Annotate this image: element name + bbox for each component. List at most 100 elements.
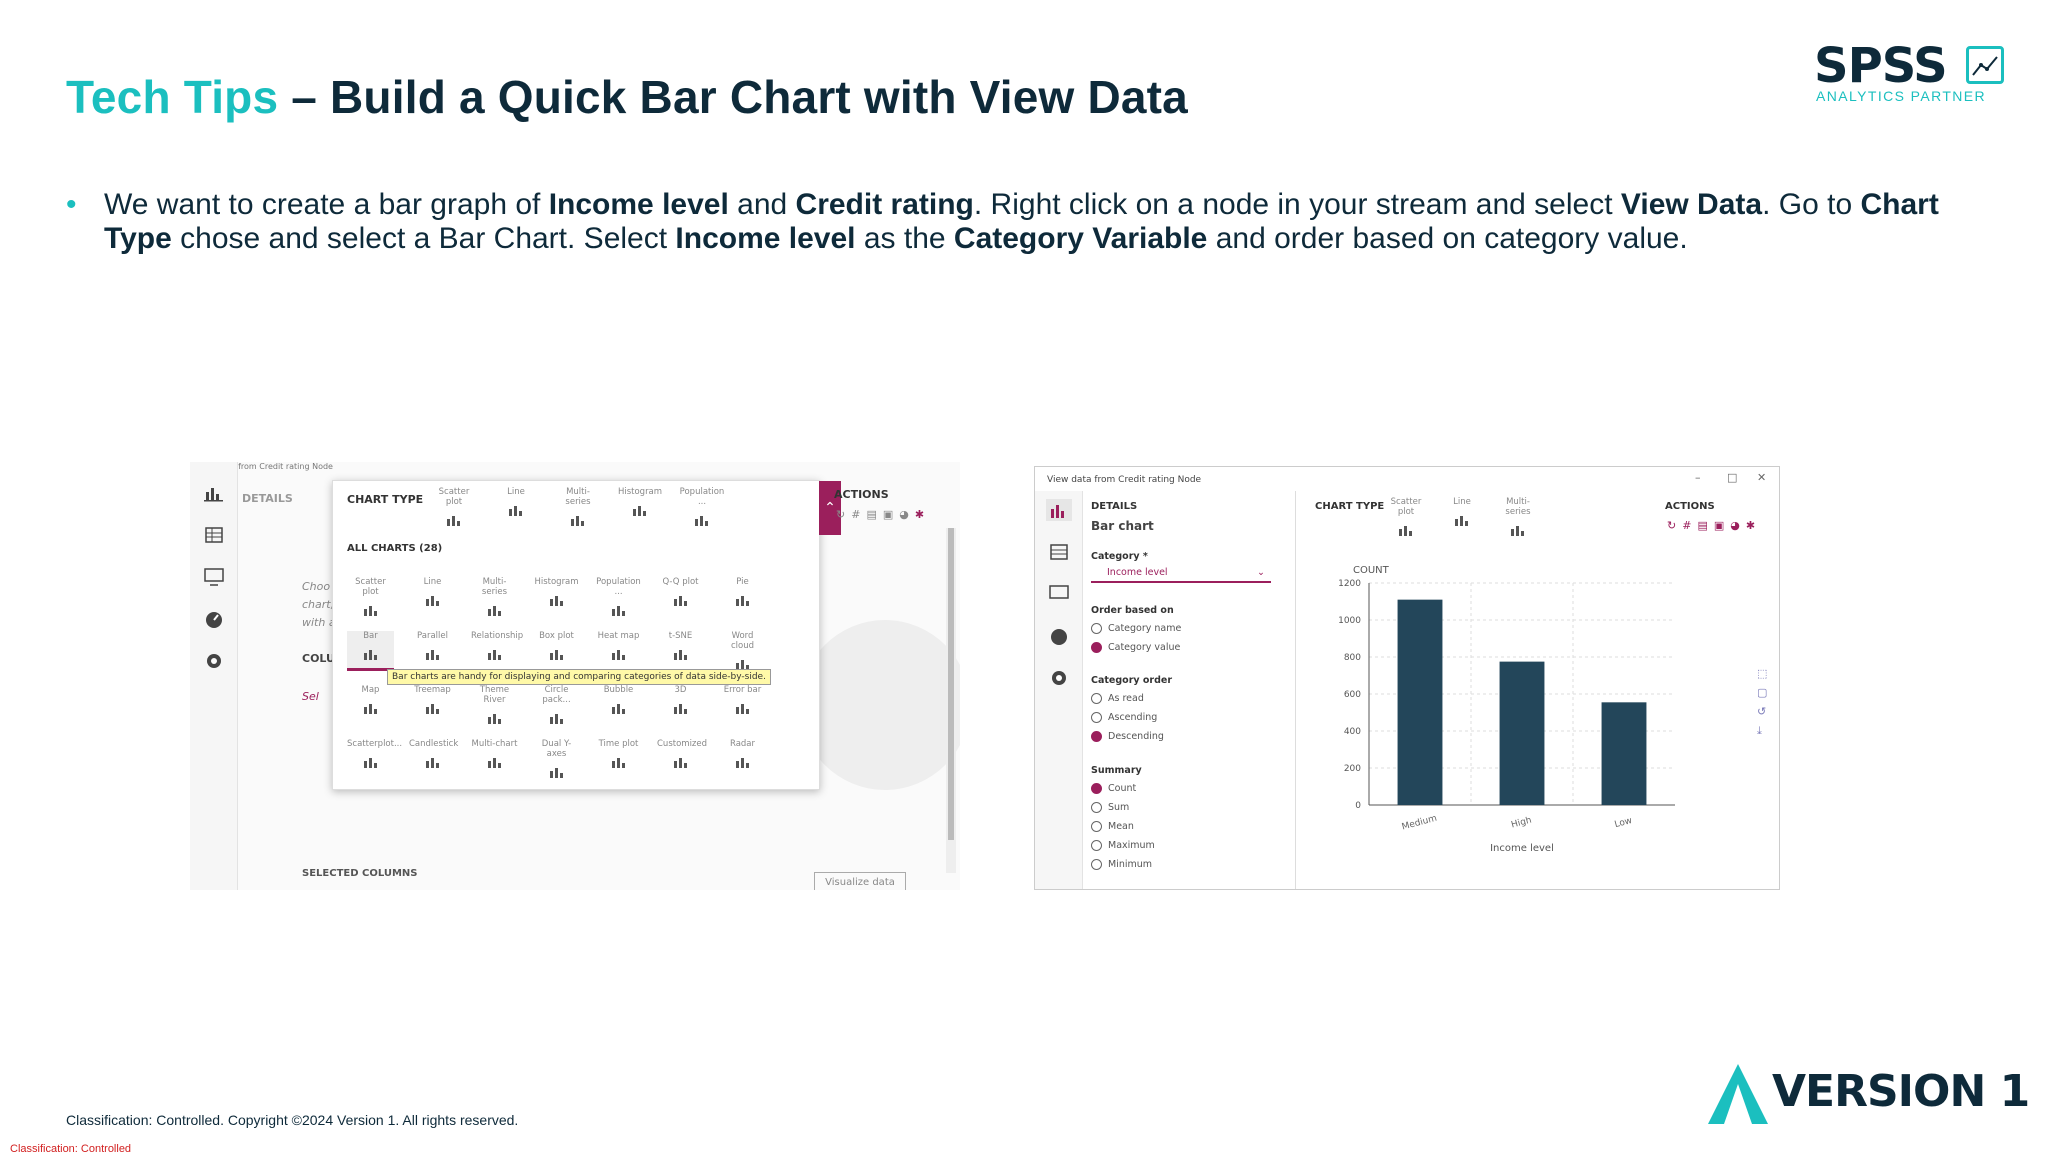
chart-type-label: Customized xyxy=(657,739,708,749)
radio-circle xyxy=(1091,712,1102,723)
panel-splitter[interactable] xyxy=(1295,491,1296,889)
refresh-icon[interactable]: ↻ xyxy=(1667,519,1677,532)
bullet-text: as the xyxy=(855,222,954,255)
y-tick-label: 800 xyxy=(1344,653,1361,663)
chart-type-option[interactable]: Treemap xyxy=(409,685,456,725)
scrollbar[interactable] xyxy=(946,528,956,873)
table-icon[interactable] xyxy=(1046,541,1072,563)
visualize-data-button[interactable]: Visualize data xyxy=(814,872,906,890)
radio-maximum[interactable]: Maximum xyxy=(1091,840,1155,851)
gauge-icon[interactable] xyxy=(1046,625,1072,647)
chart-type-option[interactable]: Parallel xyxy=(409,631,456,671)
palette-icon[interactable]: ◕ xyxy=(1730,519,1740,532)
chart-type-option[interactable]: Scatterplot... xyxy=(347,739,402,779)
gear-icon[interactable]: ✱ xyxy=(1745,519,1756,532)
chart-type-option[interactable]: Heat map xyxy=(595,631,642,671)
chart-type-option[interactable]: Dual Y-axes xyxy=(533,739,580,779)
chart-type-option[interactable]: Population ... xyxy=(595,577,642,617)
radio-label: Ascending xyxy=(1108,712,1158,723)
monitor-icon[interactable] xyxy=(201,566,227,588)
chart-type-option[interactable]: Population ... xyxy=(679,487,725,527)
chart-line-icon xyxy=(1966,46,2004,84)
chart-type-option[interactable]: Customized xyxy=(657,739,708,779)
chart-type-option[interactable]: Histogram xyxy=(617,487,663,527)
chart-type-picker-screenshot: View data from Credit rating Node DETAIL… xyxy=(190,462,960,890)
radio-minimum[interactable]: Minimum xyxy=(1091,859,1152,870)
chart-type-label: Bar xyxy=(363,631,378,641)
radio-mean[interactable]: Mean xyxy=(1091,821,1134,832)
category-dropdown[interactable]: Income level ⌄ xyxy=(1091,567,1271,583)
refresh-icon[interactable]: ↻ xyxy=(836,508,846,521)
chart-type-option[interactable]: Map xyxy=(347,685,394,725)
gear-icon[interactable]: ✱ xyxy=(914,508,925,521)
crop-icon[interactable]: ▢ xyxy=(1757,686,1768,699)
chart-type-icon xyxy=(595,701,642,715)
bar-chart-icon[interactable] xyxy=(1045,499,1072,521)
bar-chart-icon[interactable] xyxy=(201,482,227,504)
chart-type-option[interactable]: Line xyxy=(409,577,456,617)
reset-icon[interactable]: ↺ xyxy=(1757,705,1767,718)
hash-icon[interactable]: # xyxy=(851,508,861,521)
chart-type-option[interactable]: Line xyxy=(1439,497,1485,537)
scrollbar-thumb[interactable] xyxy=(948,528,954,840)
chart-type-icon xyxy=(347,755,394,769)
collapse-chevron-icon[interactable]: ⌃ xyxy=(819,481,841,535)
download-icon[interactable]: ⤓ xyxy=(1757,724,1762,737)
radio-ascending[interactable]: Ascending xyxy=(1091,712,1157,723)
gear-icon[interactable] xyxy=(201,650,227,672)
window-title: View data from Credit rating Node xyxy=(1047,475,1202,485)
radio-category-value[interactable]: Category value xyxy=(1091,642,1180,653)
chart-type-option[interactable]: Bar xyxy=(347,631,394,671)
gauge-icon[interactable] xyxy=(201,608,227,630)
hash-icon[interactable]: # xyxy=(1682,519,1692,532)
chart-type-option[interactable]: Multi-series xyxy=(555,487,601,527)
table-icon[interactable] xyxy=(201,524,227,546)
chart-type-option[interactable]: Multi-chart xyxy=(471,739,518,779)
chart-type-option[interactable]: t-SNE xyxy=(657,631,704,671)
chart-type-option[interactable]: 3D xyxy=(657,685,704,725)
select-icon[interactable]: ⬚ xyxy=(1757,667,1768,680)
chart-type-option[interactable]: Word cloud xyxy=(719,631,766,671)
radio-category-name[interactable]: Category name xyxy=(1091,623,1181,634)
chart-type-option[interactable]: Radar xyxy=(719,739,766,779)
radio-count[interactable]: Count xyxy=(1091,783,1136,794)
image-icon[interactable]: ▣ xyxy=(882,508,894,521)
document-icon[interactable]: ▤ xyxy=(1697,519,1708,532)
left-rail xyxy=(190,462,238,890)
chart-type-option[interactable]: Relationship xyxy=(471,631,523,671)
document-icon[interactable]: ▤ xyxy=(866,508,877,521)
image-icon[interactable]: ▣ xyxy=(1713,519,1725,532)
chart-type-option[interactable]: Scatter plot xyxy=(431,487,477,527)
chart-type-option[interactable]: Scatter plot xyxy=(347,577,394,617)
radio-circle xyxy=(1091,642,1102,653)
minimize-icon[interactable]: – xyxy=(1695,471,1701,484)
radio-descending[interactable]: Descending xyxy=(1091,731,1164,742)
chart-type-icon xyxy=(409,593,456,607)
chart-type-option[interactable]: Time plot xyxy=(595,739,642,779)
bullet-bold: Income level xyxy=(675,222,856,255)
chart-type-option[interactable]: Error bar xyxy=(719,685,766,725)
chart-type-option[interactable]: Line xyxy=(493,487,539,527)
details-label[interactable]: DETAILS xyxy=(242,492,293,505)
chart-type-option[interactable]: Multi-series xyxy=(471,577,518,617)
chart-type-option[interactable]: Bubble xyxy=(595,685,642,725)
chart-type-option[interactable]: Theme River xyxy=(471,685,518,725)
chart-type-option[interactable]: Pie xyxy=(719,577,766,617)
chart-type-option[interactable]: Histogram xyxy=(533,577,580,617)
radio-sum[interactable]: Sum xyxy=(1091,802,1129,813)
chart-type-option[interactable]: Scatter plot xyxy=(1383,497,1429,537)
chart-type-option[interactable]: Circle pack... xyxy=(533,685,580,725)
maximize-icon[interactable]: □ xyxy=(1727,471,1738,484)
close-icon[interactable]: ✕ xyxy=(1757,471,1767,484)
chart-type-option[interactable]: Box plot xyxy=(533,631,580,671)
gear-icon[interactable] xyxy=(1046,667,1072,689)
actions-label: ACTIONS xyxy=(1665,501,1715,512)
radio-label: Minimum xyxy=(1108,859,1153,870)
monitor-icon[interactable] xyxy=(1046,583,1072,605)
chart-type-option[interactable]: Q-Q plot xyxy=(657,577,704,617)
select-label[interactable]: Sel xyxy=(302,690,319,703)
radio-as-read[interactable]: As read xyxy=(1091,693,1144,704)
chart-type-option[interactable]: Candlestick xyxy=(409,739,458,779)
palette-icon[interactable]: ◕ xyxy=(899,508,909,521)
chart-type-option[interactable]: Multi-series xyxy=(1495,497,1541,537)
